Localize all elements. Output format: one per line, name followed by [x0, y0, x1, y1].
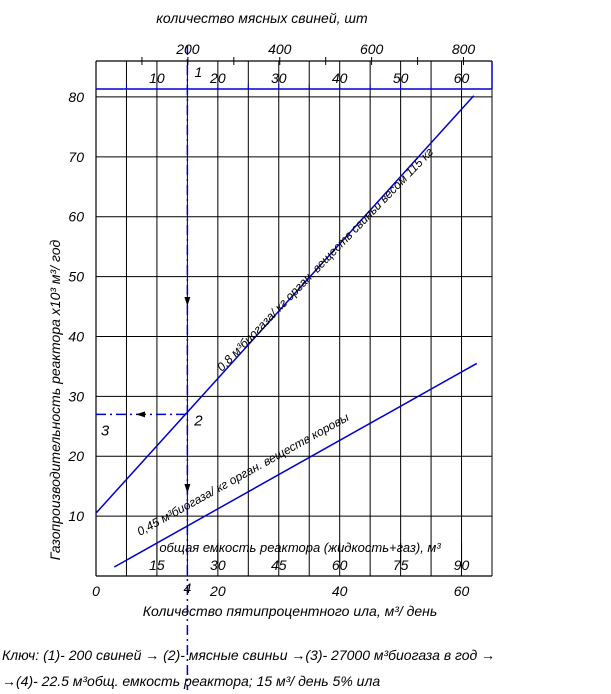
arrow-left — [136, 411, 145, 418]
series — [95, 95, 478, 568]
grid — [96, 61, 492, 576]
y-tick-label: 80 — [68, 89, 84, 105]
bottom-axis-title: Количество пятипроцентного ила, м³/ день — [143, 603, 437, 619]
point-label-3: 3 — [101, 422, 110, 439]
top-tick-label: 800 — [452, 41, 476, 57]
y-tick-label: 30 — [68, 388, 84, 404]
capacity-tick-label: 60 — [332, 557, 348, 573]
example-path — [96, 45, 191, 690]
x-tick-label: 60 — [454, 583, 470, 599]
top-tick-label: 400 — [268, 41, 292, 57]
axes — [95, 57, 493, 577]
inner-tick-label: 20 — [209, 70, 226, 86]
inner-tick-label: 10 — [149, 70, 165, 86]
series-label-cows: 0,45 м³биогаза/ кг орган. веществ коровы — [135, 410, 352, 539]
series-label-pigs: 0,8 м³биогаза/ кг орган. веществ свиньи … — [214, 145, 436, 374]
capacity-tick-label: 30 — [210, 557, 226, 573]
point-label-2: 2 — [193, 412, 203, 429]
inner-tick-label: 30 — [271, 70, 287, 86]
x-tick-label: 20 — [209, 583, 226, 599]
inner-tick-label: 50 — [393, 70, 409, 86]
capacity-axis-title: общая емкость реактора (жидкость+газ), м… — [159, 540, 441, 555]
top-tick-label: 600 — [360, 41, 384, 57]
x-tick-label: 40 — [332, 583, 348, 599]
point-label-4: 4 — [183, 580, 191, 596]
top-axis-title: количество мясных свиней, шт — [156, 10, 368, 26]
y-tick-label: 10 — [68, 508, 84, 524]
y-axis-title: Газопроизводительность реактора x10³ м³/… — [47, 240, 63, 561]
point-label-1: 1 — [194, 64, 202, 80]
caption-line-1: Ключ: (1)- 200 свиней → (2)- мясные свин… — [2, 647, 495, 663]
capacity-tick-label: 15 — [149, 557, 165, 573]
capacity-tick-label: 90 — [454, 557, 470, 573]
caption-line-2: →(4)- 22.5 м³общ. емкость реактора; 15 м… — [2, 673, 380, 689]
series-line-cows — [113, 362, 478, 568]
y-tick-label: 70 — [68, 149, 84, 165]
arrow-down-lower — [184, 484, 191, 493]
y-tick-label: 60 — [68, 209, 84, 225]
top-tick-label: 200 — [175, 41, 200, 57]
inner-tick-label: 40 — [332, 70, 348, 86]
series-line-pigs — [95, 95, 475, 514]
capacity-tick-label: 45 — [271, 557, 287, 573]
y-tick-label: 20 — [67, 448, 84, 464]
y-tick-label: 50 — [68, 269, 84, 285]
arrow-down-upper — [184, 297, 191, 306]
x-tick-label: 0 — [92, 583, 100, 599]
y-tick-label: 40 — [68, 328, 84, 344]
capacity-tick-label: 75 — [393, 557, 409, 573]
inner-tick-label: 60 — [454, 70, 470, 86]
